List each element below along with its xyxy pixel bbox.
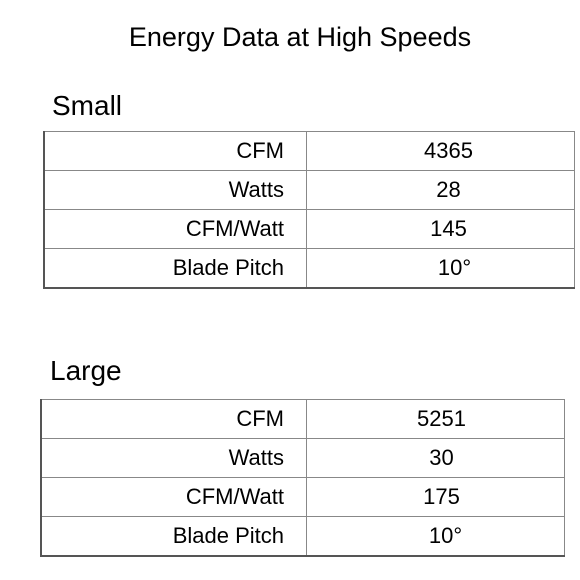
- metric-value: 4365: [306, 131, 575, 171]
- metric-value: 5251: [306, 399, 565, 439]
- metric-name: Blade Pitch: [43, 248, 307, 289]
- metric-value: 30: [306, 438, 565, 478]
- table-row: Watts 30: [40, 438, 565, 478]
- metric-name: Watts: [40, 438, 307, 478]
- table-row: Blade Pitch 10°: [40, 516, 565, 557]
- metric-name: CFM: [43, 131, 307, 171]
- table-row: Blade Pitch 10°: [43, 248, 575, 289]
- small-energy-table: CFM 4365 Watts 28 CFM/Watt 145 Blade Pit…: [43, 131, 575, 289]
- metric-name: CFM/Watt: [40, 477, 307, 517]
- table-row: CFM/Watt 175: [40, 477, 565, 517]
- section-label-large: Large: [50, 355, 122, 386]
- metric-value: 10°: [306, 516, 565, 557]
- section-label-small: Small: [52, 90, 123, 121]
- table-row: CFM 4365: [43, 131, 575, 171]
- table-row: Watts 28: [43, 170, 575, 210]
- table-row: CFM/Watt 145: [43, 209, 575, 249]
- metric-value: 28: [306, 170, 575, 210]
- metric-value: 175: [306, 477, 565, 517]
- metric-name: CFM/Watt: [43, 209, 307, 249]
- large-energy-table: CFM 5251 Watts 30 CFM/Watt 175 Blade Pit…: [40, 399, 565, 557]
- metric-value: 145: [306, 209, 575, 249]
- metric-name: CFM: [40, 399, 307, 439]
- page-title: Energy Data at High Speeds: [128, 22, 472, 52]
- metric-name: Watts: [43, 170, 307, 210]
- table-row: CFM 5251: [40, 399, 565, 439]
- metric-value: 10°: [306, 248, 575, 289]
- metric-name: Blade Pitch: [40, 516, 307, 557]
